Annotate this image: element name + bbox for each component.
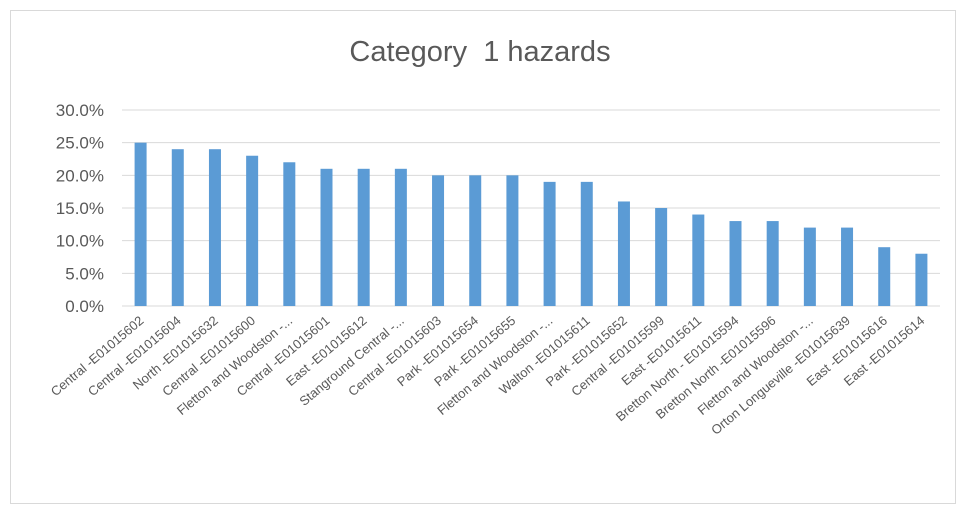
- bar: [841, 227, 854, 306]
- bar: [655, 208, 668, 306]
- y-tick-label: 25.0%: [56, 134, 104, 153]
- y-tick-label: 15.0%: [56, 199, 104, 218]
- bar: [878, 247, 891, 306]
- bar: [729, 221, 742, 306]
- bar: [246, 155, 259, 306]
- bar: [171, 149, 184, 306]
- chart-title: Category 1 hazards: [349, 36, 611, 68]
- bar: [692, 214, 705, 306]
- bar: [766, 221, 779, 306]
- bar: [803, 227, 816, 306]
- bar: [580, 181, 593, 306]
- y-tick-label: 10.0%: [56, 232, 104, 251]
- bar: [357, 168, 370, 306]
- bar: [469, 175, 482, 306]
- bar: [320, 168, 333, 306]
- bar: [134, 142, 147, 306]
- bar: [208, 149, 221, 306]
- chart-area: [10, 10, 956, 504]
- y-tick-label: 0.0%: [65, 297, 104, 316]
- bar: [432, 175, 445, 306]
- bar: [915, 253, 928, 306]
- bar: [283, 162, 296, 306]
- bar: [506, 175, 519, 306]
- y-tick-label: 5.0%: [65, 264, 104, 283]
- bar: [394, 168, 407, 306]
- y-tick-label: 20.0%: [56, 166, 104, 185]
- y-tick-label: 30.0%: [56, 101, 104, 120]
- bar: [543, 181, 556, 306]
- bar: [617, 201, 630, 306]
